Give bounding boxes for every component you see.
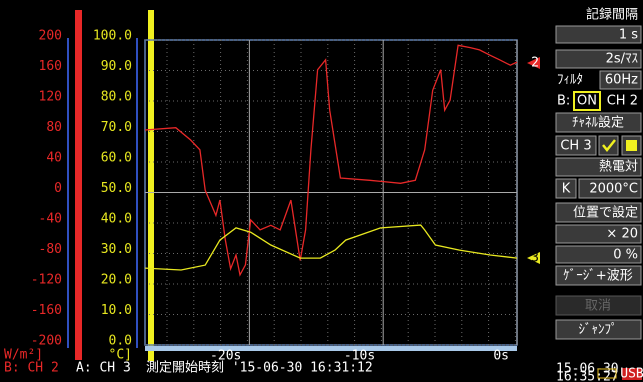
y2-tick-label: 100.0 <box>93 29 132 44</box>
ch3-box[interactable] <box>555 135 597 156</box>
battery-icon <box>597 368 617 379</box>
cancel-box[interactable] <box>555 295 642 316</box>
x-tick-label: -10s <box>344 349 375 364</box>
y-tick-label: 160 <box>39 59 62 74</box>
yellow-gauge <box>148 10 154 382</box>
jump-box[interactable] <box>555 319 642 340</box>
display-box[interactable] <box>555 265 642 286</box>
y-tick-label: 80 <box>46 120 62 135</box>
y2-tick-label: 50.0 <box>101 181 132 196</box>
date: 15-06-30 <box>556 362 619 377</box>
y2-tick-label: 20.0 <box>101 273 132 288</box>
y2-tick-label: 0.0 <box>109 334 132 349</box>
offset-box[interactable] <box>555 245 642 264</box>
filter-box[interactable] <box>599 70 642 90</box>
red-gauge <box>75 10 82 360</box>
b-on-box[interactable] <box>573 91 601 111</box>
color-icon <box>626 140 637 151</box>
y2-tick-label: 60.0 <box>101 151 132 166</box>
x-tick-label: -20s <box>210 349 241 364</box>
position-setting: 位置で設定 <box>573 205 638 221</box>
marker-2 <box>527 57 540 69</box>
filter-label: ﾌｨﾙﾀ <box>557 73 583 88</box>
position-box[interactable] <box>555 202 642 223</box>
check-icon <box>602 139 616 153</box>
y-tick-label: 40 <box>46 151 62 166</box>
filter: 60Hz <box>605 73 638 88</box>
usb: USB <box>620 367 643 382</box>
status-bar <box>0 361 530 382</box>
y-tick-label: 200 <box>39 29 62 44</box>
offset: 0 % <box>613 248 638 263</box>
zoom: × 20 <box>606 227 638 242</box>
y-tick-label: -40 <box>39 212 62 227</box>
y2-tick-label: 10.0 <box>101 303 132 318</box>
sensor-type-box[interactable] <box>555 178 577 199</box>
display: ｹﾞｰｼﾞ+波形 <box>563 269 632 284</box>
series-line <box>144 224 518 271</box>
y2-tick-label: 30.0 <box>101 242 132 257</box>
channel-setting-box[interactable] <box>555 112 642 133</box>
interval-box[interactable] <box>555 25 642 44</box>
sensor-type: K <box>562 182 571 197</box>
sensor-range: 2000°C <box>589 182 638 197</box>
zoom-box[interactable] <box>555 224 642 244</box>
ch3: CH 3 <box>560 139 591 154</box>
b-channel: B: CH 2 <box>4 361 59 376</box>
time: 16:35:27 <box>556 370 619 382</box>
y-tick-label: -200 <box>31 334 62 349</box>
y2-tick-label: 40.0 <box>101 212 132 227</box>
sensor: 熱電対 <box>599 160 638 175</box>
scale-box[interactable] <box>555 49 642 69</box>
scrollbar <box>145 346 517 351</box>
marker-2-label: 2 <box>531 56 539 71</box>
check-box[interactable] <box>598 135 619 156</box>
b-ch: CH 2 <box>607 94 638 109</box>
marker-3-label: 3 <box>531 251 539 266</box>
sensor-range-box[interactable] <box>578 178 642 199</box>
y2-tick-label: 90.0 <box>101 59 132 74</box>
side-panel: 記録間隔 1 s 2s/ﾏｽ ﾌｨﾙﾀ 60Hz B: ON CH 2 ﾁｬﾈﾙ… <box>555 7 642 340</box>
y-axis-label: W/m²] <box>4 348 43 363</box>
marker-3 <box>527 252 540 264</box>
channel-setting: ﾁｬﾈﾙ設定 <box>572 115 624 131</box>
y2-axis-label: °C] <box>109 348 132 363</box>
usb-icon <box>622 368 642 380</box>
interval-title: 記録間隔 <box>586 7 638 23</box>
sensor-box[interactable] <box>555 157 642 177</box>
x-tick-label: 0s <box>493 349 509 364</box>
scale: 2s/ﾏｽ <box>606 52 639 67</box>
jump: ｼﾞｬﾝﾌﾟ <box>579 323 618 338</box>
y-tick-label: -80 <box>39 242 62 257</box>
y2-tick-label: 70.0 <box>101 120 132 135</box>
series-line <box>144 44 518 277</box>
cancel: 取消 <box>585 299 611 314</box>
y2-tick-label: 80.0 <box>101 90 132 105</box>
b-on: ON <box>577 94 597 109</box>
y-tick-label: -120 <box>31 273 62 288</box>
b-label: B: <box>557 94 570 109</box>
start-time: 測定開始時刻 '15-06-30 16:31:12 <box>146 361 373 376</box>
interval: 1 s <box>619 28 638 43</box>
y-tick-label: 120 <box>39 90 62 105</box>
y-tick-label: 0 <box>54 181 62 196</box>
a-channel: A: CH 3 <box>76 361 131 376</box>
y-tick-label: -160 <box>31 303 62 318</box>
